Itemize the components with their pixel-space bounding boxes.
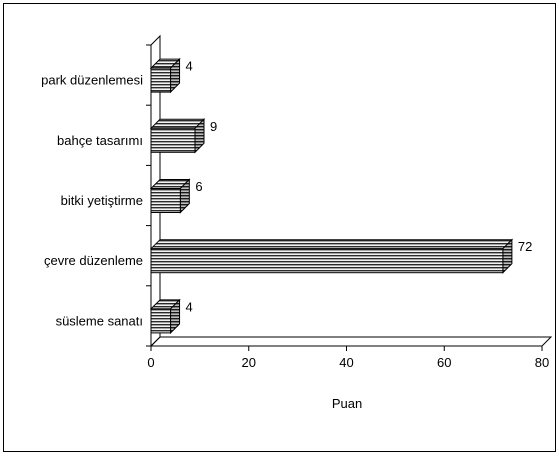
x-tick-label: 0	[147, 355, 154, 370]
x-tick-label: 40	[339, 355, 353, 370]
y-tick-label: çevre düzenleme	[44, 253, 143, 268]
data-label: 9	[210, 119, 217, 134]
y-tick-label: bahçe tasarımı	[57, 133, 143, 148]
x-tick-label: 20	[242, 355, 256, 370]
x-tick-label: 80	[535, 355, 549, 370]
y-tick-label: süsleme sanatı	[56, 313, 143, 328]
x-axis-label: Puan	[332, 396, 362, 411]
data-label: 4	[186, 299, 193, 314]
bar	[150, 308, 172, 334]
bar	[150, 127, 196, 153]
data-label: 6	[195, 179, 202, 194]
data-label: 72	[518, 239, 532, 254]
bar	[150, 248, 504, 274]
y-tick-label: park düzenlemesi	[41, 73, 143, 88]
y-tick-label: bitki yetiştirme	[61, 193, 143, 208]
data-label: 4	[186, 59, 193, 74]
chart-border	[3, 3, 556, 452]
bar-top-face	[149, 239, 514, 250]
bar	[150, 188, 181, 213]
bar	[150, 67, 172, 93]
x-tick-label: 60	[437, 355, 451, 370]
